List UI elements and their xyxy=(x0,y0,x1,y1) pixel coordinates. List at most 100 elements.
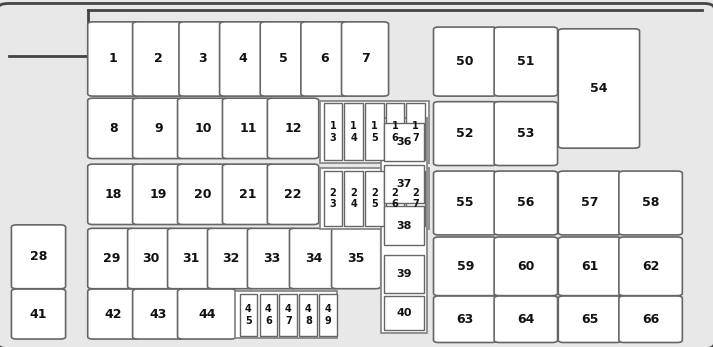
FancyBboxPatch shape xyxy=(88,289,139,339)
Text: 60: 60 xyxy=(517,260,535,273)
Text: 34: 34 xyxy=(305,252,323,265)
FancyBboxPatch shape xyxy=(434,27,497,96)
FancyBboxPatch shape xyxy=(260,22,307,96)
Text: 37: 37 xyxy=(396,179,411,189)
Bar xyxy=(279,294,297,336)
Bar xyxy=(406,171,425,226)
Text: 11: 11 xyxy=(240,122,257,135)
Text: 4: 4 xyxy=(239,52,247,66)
FancyBboxPatch shape xyxy=(332,228,381,289)
Text: 66: 66 xyxy=(642,313,660,326)
FancyBboxPatch shape xyxy=(168,228,215,289)
Text: 31: 31 xyxy=(183,252,200,265)
FancyBboxPatch shape xyxy=(342,22,389,96)
Text: 19: 19 xyxy=(150,188,167,201)
Text: 2
6: 2 6 xyxy=(391,188,399,209)
FancyBboxPatch shape xyxy=(178,289,236,339)
Text: 57: 57 xyxy=(581,196,599,210)
FancyBboxPatch shape xyxy=(558,171,622,235)
Bar xyxy=(381,118,427,333)
FancyBboxPatch shape xyxy=(133,164,184,225)
Bar xyxy=(386,103,404,160)
FancyBboxPatch shape xyxy=(128,228,175,289)
FancyBboxPatch shape xyxy=(494,102,558,166)
FancyBboxPatch shape xyxy=(494,171,558,235)
FancyBboxPatch shape xyxy=(222,98,274,159)
Text: 64: 64 xyxy=(517,313,535,326)
Text: 28: 28 xyxy=(30,250,47,263)
Text: 44: 44 xyxy=(198,307,215,321)
FancyBboxPatch shape xyxy=(434,237,497,296)
Text: 18: 18 xyxy=(105,188,122,201)
FancyBboxPatch shape xyxy=(179,22,226,96)
FancyBboxPatch shape xyxy=(178,164,229,225)
Text: 1: 1 xyxy=(109,52,118,66)
Text: 4
5: 4 5 xyxy=(245,304,252,326)
FancyBboxPatch shape xyxy=(0,3,713,347)
Text: 54: 54 xyxy=(590,82,607,95)
Text: 50: 50 xyxy=(456,55,474,68)
Bar xyxy=(260,294,277,336)
Bar xyxy=(384,296,424,330)
FancyBboxPatch shape xyxy=(558,296,622,342)
Text: 65: 65 xyxy=(581,313,599,326)
Text: 2
7: 2 7 xyxy=(412,188,419,209)
FancyBboxPatch shape xyxy=(88,228,135,289)
FancyBboxPatch shape xyxy=(434,171,497,235)
Text: 63: 63 xyxy=(456,313,474,326)
Text: 58: 58 xyxy=(642,196,660,210)
Text: 22: 22 xyxy=(284,188,302,201)
FancyBboxPatch shape xyxy=(494,27,558,96)
Text: 32: 32 xyxy=(222,252,240,265)
Text: 1
6: 1 6 xyxy=(391,121,399,143)
Text: 12: 12 xyxy=(284,122,302,135)
FancyBboxPatch shape xyxy=(11,225,66,289)
Text: 43: 43 xyxy=(150,307,167,321)
FancyBboxPatch shape xyxy=(88,22,139,96)
Text: 29: 29 xyxy=(103,252,120,265)
Text: 53: 53 xyxy=(517,127,535,140)
Text: 2
5: 2 5 xyxy=(371,188,378,209)
Text: 6: 6 xyxy=(320,52,329,66)
FancyBboxPatch shape xyxy=(494,237,558,296)
Bar xyxy=(320,101,429,163)
Text: 56: 56 xyxy=(517,196,535,210)
Bar xyxy=(324,103,342,160)
Text: 1
7: 1 7 xyxy=(412,121,419,143)
Bar xyxy=(365,171,384,226)
Text: 55: 55 xyxy=(456,196,474,210)
Text: 39: 39 xyxy=(396,269,411,279)
Bar xyxy=(235,291,337,338)
Text: 35: 35 xyxy=(347,252,365,265)
Text: 2: 2 xyxy=(154,52,163,66)
Text: 3: 3 xyxy=(198,52,207,66)
Bar xyxy=(9,9,88,56)
Text: 33: 33 xyxy=(263,252,281,265)
Bar xyxy=(319,294,337,336)
FancyBboxPatch shape xyxy=(220,22,267,96)
Bar xyxy=(365,103,384,160)
Text: 52: 52 xyxy=(456,127,474,140)
Text: 2
3: 2 3 xyxy=(329,188,337,209)
FancyBboxPatch shape xyxy=(494,296,558,342)
FancyBboxPatch shape xyxy=(267,98,319,159)
Text: 4
7: 4 7 xyxy=(285,304,292,326)
Text: 4
8: 4 8 xyxy=(305,304,312,326)
Bar xyxy=(320,168,429,229)
Bar xyxy=(384,255,424,293)
Text: 1
5: 1 5 xyxy=(371,121,378,143)
Bar xyxy=(240,294,257,336)
Text: 9: 9 xyxy=(154,122,163,135)
Text: 30: 30 xyxy=(143,252,160,265)
Text: 20: 20 xyxy=(195,188,212,201)
FancyBboxPatch shape xyxy=(558,29,640,148)
Text: 59: 59 xyxy=(456,260,474,273)
FancyBboxPatch shape xyxy=(619,237,682,296)
Text: 61: 61 xyxy=(581,260,599,273)
Text: 51: 51 xyxy=(517,55,535,68)
Bar xyxy=(344,171,363,226)
Bar xyxy=(386,171,404,226)
FancyBboxPatch shape xyxy=(178,98,229,159)
Bar xyxy=(344,103,363,160)
Text: 7: 7 xyxy=(361,52,369,66)
